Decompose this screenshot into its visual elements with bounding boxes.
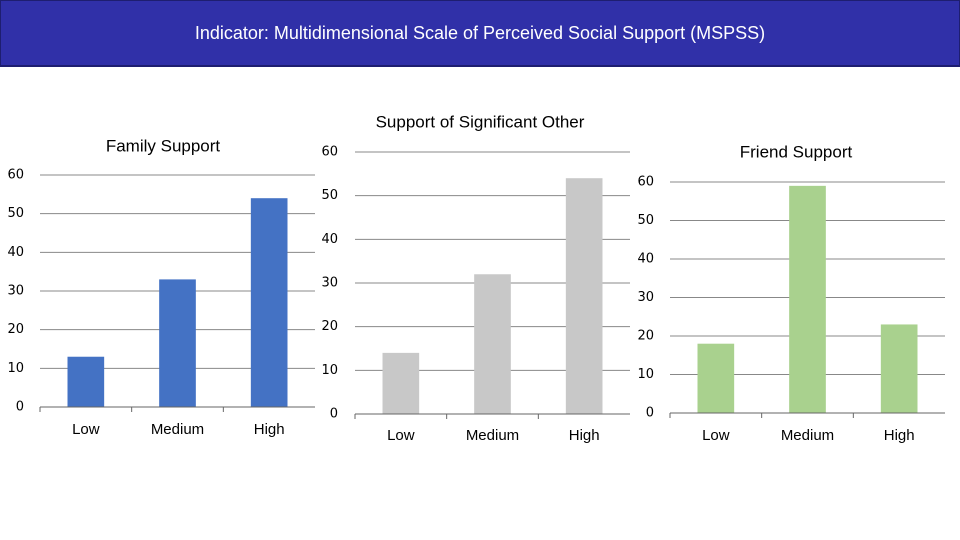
bar <box>250 198 288 407</box>
bar <box>474 274 511 414</box>
y-tick-label: 60 <box>637 175 654 190</box>
bar <box>67 356 105 407</box>
y-tick-label: 40 <box>7 245 24 260</box>
x-tick-label: Medium <box>781 427 834 444</box>
x-tick-label: High <box>884 427 915 444</box>
chart-title: Family Support <box>106 136 221 155</box>
y-tick-label: 10 <box>7 361 24 376</box>
x-tick-label: Medium <box>466 427 519 444</box>
x-tick-label: Low <box>387 427 415 444</box>
x-tick-label: High <box>254 421 285 438</box>
y-tick-label: 50 <box>7 206 24 221</box>
y-tick-label: 0 <box>646 406 654 421</box>
y-tick-label: 60 <box>321 145 338 160</box>
bar <box>880 324 918 413</box>
chart-title: Friend Support <box>740 142 853 161</box>
header-title: Indicator: Multidimensional Scale of Per… <box>195 23 765 43</box>
y-tick-label: 30 <box>321 276 338 291</box>
y-tick-label: 0 <box>16 400 24 415</box>
y-tick-label: 40 <box>637 252 654 267</box>
x-tick-label: High <box>569 427 600 444</box>
bar <box>697 343 735 413</box>
y-tick-label: 30 <box>637 290 654 305</box>
bar <box>382 352 420 414</box>
y-tick-label: 10 <box>321 363 338 378</box>
bar <box>565 178 603 414</box>
y-tick-label: 0 <box>330 407 338 422</box>
y-tick-label: 40 <box>321 232 338 247</box>
chart-title: Support of Significant Other <box>376 112 585 131</box>
header-bar <box>0 0 960 67</box>
bar <box>159 279 196 407</box>
x-tick-label: Low <box>72 421 100 438</box>
y-tick-label: 30 <box>7 284 24 299</box>
x-tick-label: Medium <box>151 421 204 438</box>
y-tick-label: 50 <box>637 213 654 228</box>
x-tick-label: Low <box>702 427 730 444</box>
y-tick-label: 20 <box>7 322 24 337</box>
y-tick-label: 50 <box>321 188 338 203</box>
bar <box>789 185 826 413</box>
y-tick-label: 20 <box>637 329 654 344</box>
y-tick-label: 20 <box>321 319 338 334</box>
y-tick-label: 10 <box>637 367 654 382</box>
y-tick-label: 60 <box>7 168 24 183</box>
